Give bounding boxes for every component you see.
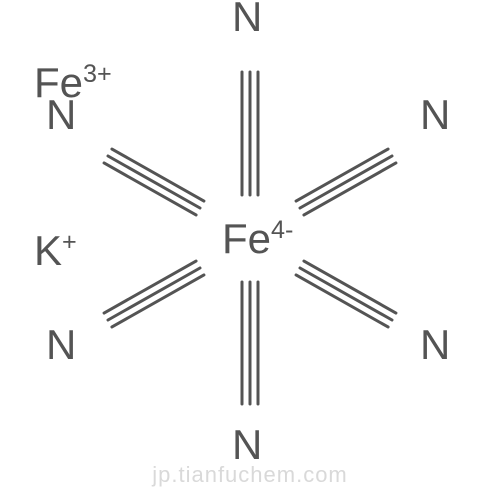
center-atom-label: Fe4- [222,218,293,260]
ligand-n-upperright: N [420,94,450,136]
ion-symbol: K [34,227,62,274]
watermark-text: jp.tianfuchem.com [152,462,348,488]
ligand-n-bottom: N [232,424,262,466]
ligand-n-lowerleft: N [46,324,76,366]
ligand-n-upperleft: N [46,94,76,136]
center-atom-charge: 4- [271,216,293,244]
ion-charge: + [62,228,77,256]
ligand-n-lowerright: N [420,324,450,366]
ion-kplus: K+ [34,230,77,272]
ligand-n-top: N [232,0,262,38]
ion-charge: 3+ [83,60,112,88]
chemical-structure: Fe4- Fe 3+ K+ N N N N N N jp.tianfuchem.c… [0,0,500,500]
center-atom-symbol: Fe [222,215,271,262]
